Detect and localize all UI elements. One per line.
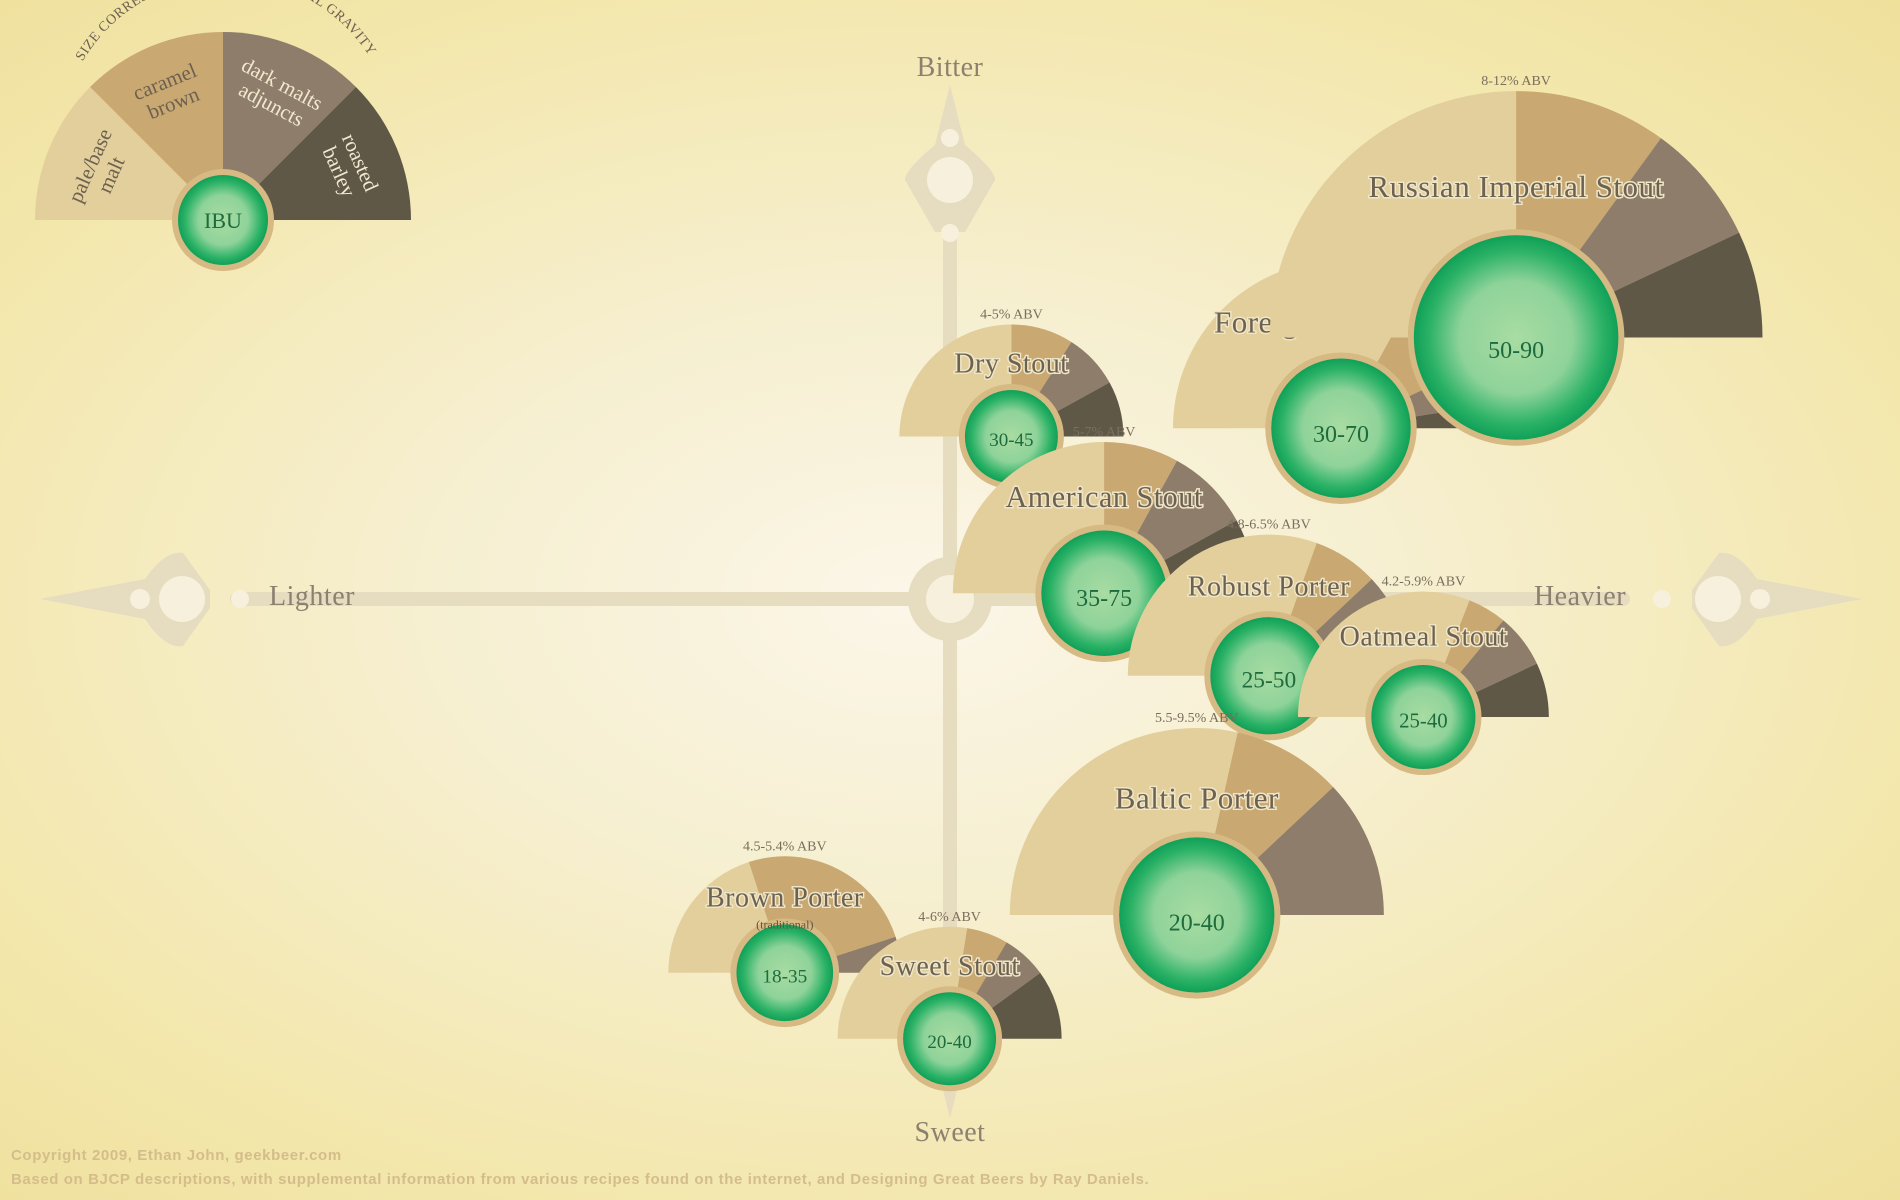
ornament-hole (1653, 590, 1671, 608)
ibu-value: 25-40 (1399, 709, 1448, 732)
style-name: American Stout (1005, 480, 1202, 514)
ibu-value: 50-90 (1488, 338, 1544, 364)
ornament-left-spike (40, 552, 210, 647)
ibu-circle (1413, 235, 1619, 440)
ornament-hole (1695, 576, 1741, 622)
ornament-hole (1750, 589, 1770, 609)
ibu-value: 20-40 (927, 1032, 971, 1053)
footer-copyright: Copyright 2009, Ethan John, geekbeer.com (11, 1147, 342, 1164)
legend-slice-dark-malts (223, 32, 356, 220)
ibu-circle (1041, 530, 1167, 656)
ibu-value: 20-40 (1169, 911, 1225, 937)
legend-slice-caramel (90, 31, 223, 220)
style-name: Sweet Stout (880, 951, 1020, 982)
style-name: Oatmeal Stout (1340, 622, 1507, 653)
abv-label: 4-5% ABV (980, 308, 1043, 323)
beer-style-bubbles: 30-45 Dry Stout 4-5% ABV 35-75 American Stou… (668, 74, 1763, 1092)
ibu-value: 35-75 (1076, 586, 1132, 612)
ibu-circle (1371, 664, 1476, 770)
abv-label: 4.8-6.5% ABV (1227, 518, 1311, 533)
style-russian-imperial-stout: 50-90 Russian Imperial Stout 8-12% ABV (1269, 74, 1763, 446)
ibu-value: 30-70 (1313, 422, 1369, 448)
style-brown-porter: 18-35 Brown Porter (traditional) 4.5-5.4% A… (668, 839, 902, 1028)
axis-label-bitter: Bitter (917, 52, 984, 83)
abv-label: 4.5-5.4% ABV (743, 839, 827, 854)
ibu-circle (1119, 837, 1275, 993)
legend-ibu-label: IBU (204, 208, 242, 233)
abv-label: 8-12% ABV (1481, 74, 1551, 89)
ibu-value: 30-45 (989, 430, 1033, 451)
ornament-hole (159, 576, 205, 622)
ibu-circle (736, 924, 834, 1022)
ornament-hole (941, 224, 959, 242)
ornament-hole (927, 157, 973, 203)
style-name: Baltic Porter (1115, 780, 1279, 815)
style-name: Dry Stout (954, 349, 1068, 380)
legend-slices (35, 31, 411, 220)
abv-label: 5.5-9.5% ABV (1155, 711, 1239, 726)
style-oatmeal-stout: 25-40 Oatmeal Stout 4.2-5.9% ABV (1297, 575, 1549, 776)
ibu-value: 25-50 (1242, 667, 1297, 693)
style-name: Russian Imperial Stout (1369, 169, 1664, 204)
style-sweet-stout: 20-40 Sweet Stout 4-6% ABV (837, 910, 1062, 1092)
legend-ibu-circle (178, 175, 268, 265)
legend-slice-pale (35, 87, 223, 220)
style-note: (traditional) (756, 917, 813, 931)
abv-label: 5-7% ABV (1073, 425, 1136, 440)
legend-slice-roasted (223, 87, 411, 220)
axis-label-heavier: Heavier (1534, 581, 1626, 612)
axis-label-sweet: Sweet (915, 1117, 986, 1148)
ornament-hole (941, 129, 959, 147)
footer-credits: Based on BJCP descriptions, with supplem… (11, 1171, 1150, 1188)
style-name: Brown Porter (706, 882, 864, 913)
axis-label-lighter: Lighter (269, 581, 355, 612)
ibu-circle (1210, 617, 1328, 735)
legend: IBU pale/base malt caramel brown dark ma… (35, 0, 411, 271)
ornament-right-spike (1692, 552, 1862, 647)
ornament-hole (231, 590, 249, 608)
abv-label: 4-6% ABV (918, 910, 981, 925)
ibu-circle (903, 992, 997, 1086)
ornament-hole (130, 589, 150, 609)
style-baltic-porter: 20-40 Baltic Porter 5.5-9.5% ABV (1009, 711, 1384, 999)
abv-label: 4.2-5.9% ABV (1382, 575, 1466, 590)
ibu-value: 18-35 (762, 966, 807, 987)
style-name: Robust Porter (1188, 571, 1350, 602)
ibu-circle (1271, 358, 1411, 498)
